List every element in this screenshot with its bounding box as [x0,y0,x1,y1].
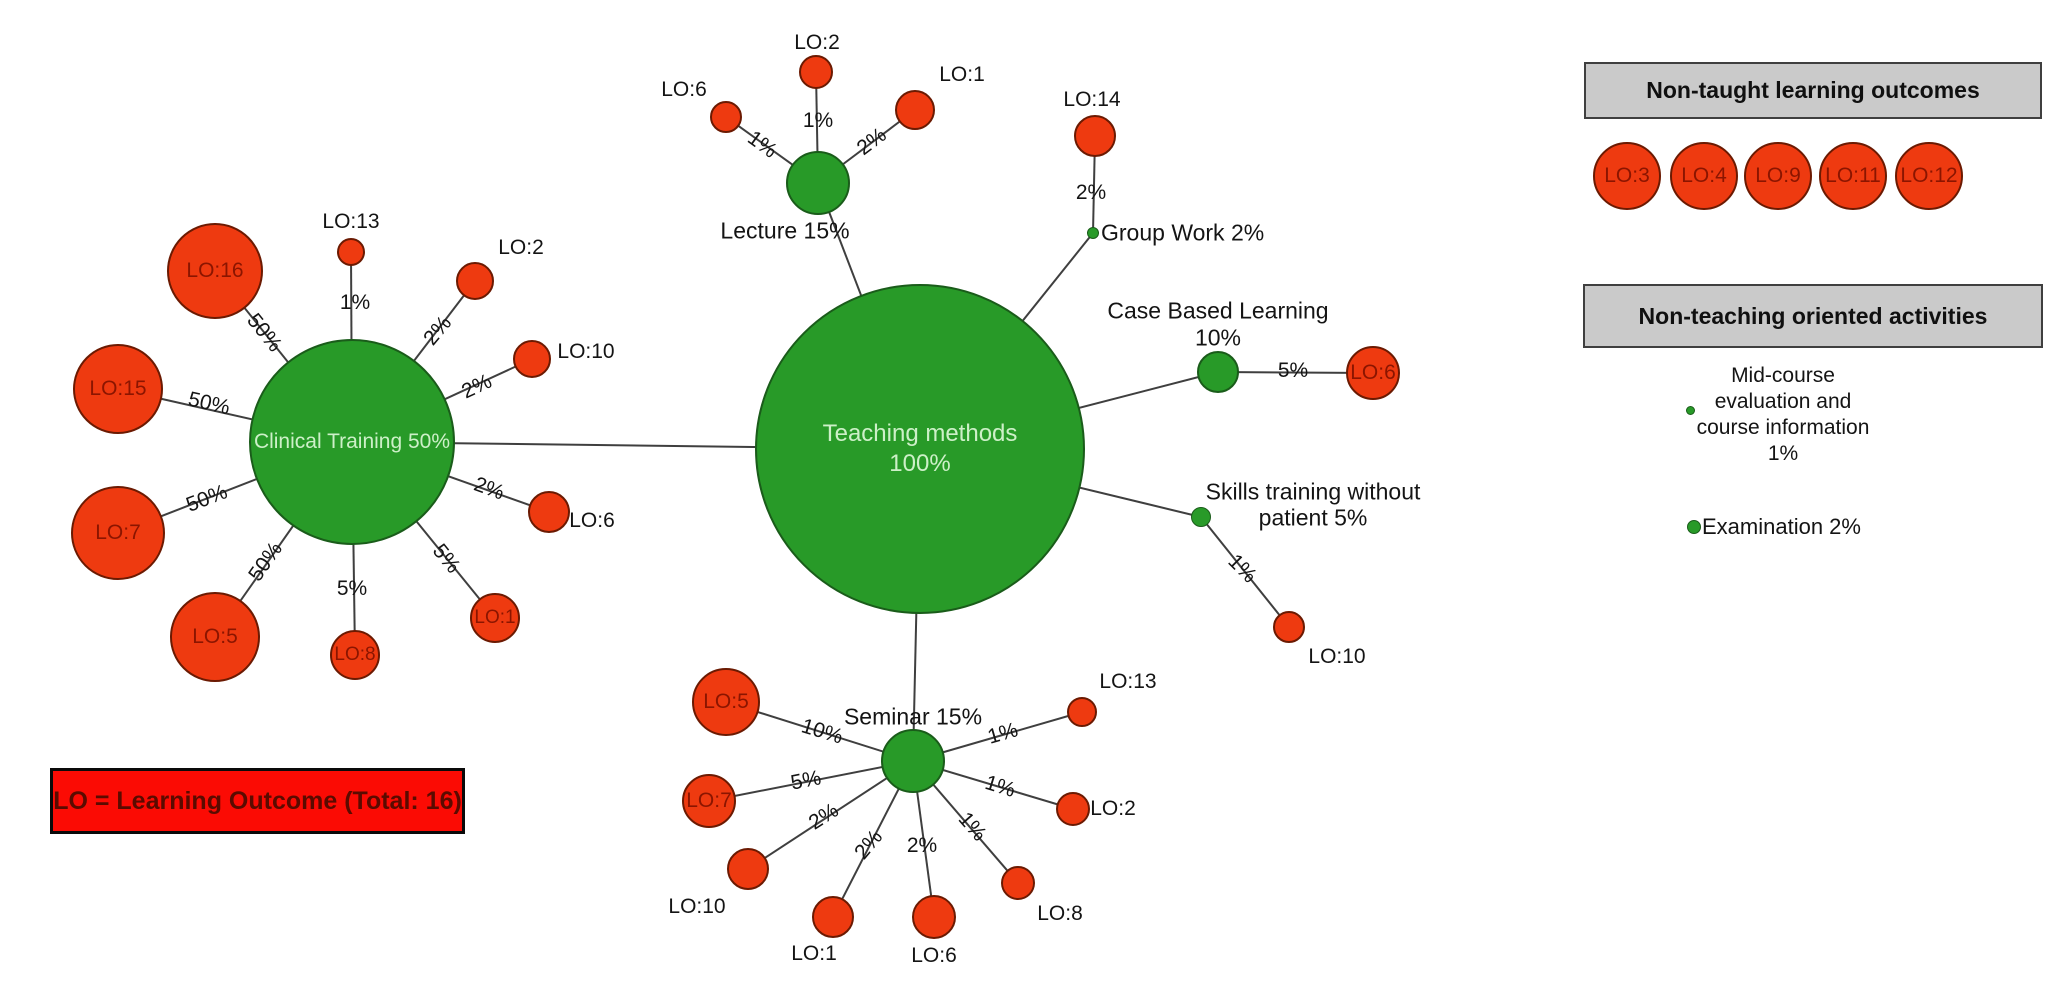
lo-label-seminar-lo6: LO:6 [911,944,957,967]
lo-id: LO:9 [1755,164,1801,187]
lo-label-seminar-lo1: LO:1 [791,942,837,965]
lo-id: LO:1 [474,607,516,628]
lo-label-seminar-lo8: LO:8 [1037,902,1083,925]
satellite-clinical-lo2 [456,262,494,300]
satellite-skills-lo10 [1273,611,1305,643]
node-teaching-methods: Teaching methods 100% [755,284,1085,614]
mid-course-dot [1686,406,1695,415]
non-taught-lo12: LO:12 [1895,142,1963,210]
lo-id: LO:15 [89,377,147,400]
satellite-seminar-lo8 [1001,866,1035,900]
satellite-clinical-lo16: LO:16 [167,223,263,319]
panel-header-non-taught: Non-taught learning outcomes [1584,62,2042,119]
legend-box: LO = Learning Outcome (Total: 16) [50,768,465,834]
non-taught-header-label: Non-taught learning outcomes [1646,77,1980,103]
lo-label-clinical-lo2: LO:2 [498,236,544,259]
satellite-seminar-lo5: LO:5 [692,668,760,736]
satellite-seminar-lo6 [912,895,956,939]
node-case-based-learning [1197,351,1239,393]
skills-training-label-line2: patient 5% [1258,504,1368,531]
satellite-clinical-lo13 [337,238,365,266]
pct-clinical-lo8: 5% [336,577,368,600]
satellite-clinical-lo7: LO:7 [71,486,165,580]
lo-label-lecture-lo1: LO:1 [939,63,985,86]
lo-label-clinical-lo6: LO:6 [569,509,615,532]
non-teaching-header-label: Non-teaching oriented activities [1638,302,1988,329]
lo-id: LO:5 [703,690,749,713]
case-based-learning-percent: 10% [1194,324,1242,351]
lo-label-seminar-lo10: LO:10 [668,895,726,918]
pct-seminar-lo6: 2% [906,834,938,857]
mid-course-line2: evaluation and [1714,390,1852,413]
lo-id: LO:5 [192,625,238,648]
node-clinical-training: Clinical Training 50% [249,339,455,545]
examination-dot [1687,520,1701,534]
lo-label-clinical-lo10: LO:10 [557,340,615,363]
satellite-clinical-lo10 [513,340,551,378]
satellite-groupwork-lo14 [1074,115,1116,157]
satellite-seminar-lo13 [1067,697,1097,727]
pct-groupwork-lo14: 2% [1075,181,1107,204]
satellite-clinical-lo8: LO:8 [330,630,380,680]
lo-id: LO:7 [95,521,141,544]
group-work-label: Group Work 2% [1101,219,1265,246]
non-taught-lo11: LO:11 [1819,142,1887,210]
satellite-clinical-lo6 [528,491,570,533]
node-skills-training-dot [1191,507,1211,527]
lo-id: LO:12 [1900,164,1958,187]
pct-clinical-lo13: 1% [339,291,371,314]
pct-lecture-lo2: 1% [802,109,834,132]
mid-course-line1: Mid-course [1731,364,1835,387]
lo-label-lecture-lo6: LO:6 [661,78,707,101]
skills-training-label-line1: Skills training without [1205,478,1421,505]
teaching-methods-label: Teaching methods [822,420,1018,447]
mid-course-line4: 1% [1767,442,1799,465]
satellite-seminar-lo7: LO:7 [682,774,736,828]
satellite-clinical-lo1: LO:1 [470,593,520,643]
satellite-seminar-lo2 [1056,792,1090,826]
seminar-label: Seminar 15% [843,703,983,730]
mid-course-line3: course information [1696,416,1870,439]
lo-id: LO:3 [1604,164,1650,187]
satellite-lecture-lo1 [895,90,935,130]
satellite-casebased-lo6: LO:6 [1346,346,1400,400]
lo-id: LO:11 [1825,164,1881,187]
lo-id: LO:7 [686,789,732,812]
lo-id: LO:4 [1681,164,1727,187]
satellite-seminar-lo1 [812,896,854,938]
lo-label-seminar-lo13: LO:13 [1099,670,1157,693]
lo-id: LO:16 [186,259,244,282]
node-group-work-dot [1087,227,1099,239]
satellite-clinical-lo5: LO:5 [170,592,260,682]
non-taught-lo9: LO:9 [1744,142,1812,210]
satellite-seminar-lo10 [727,848,769,890]
clinical-training-label: Clinical Training 50% [253,430,451,453]
lo-id: LO:6 [1350,361,1396,384]
examination-label: Examination 2% [1702,514,1861,539]
node-lecture [786,151,850,215]
mid-course-text: Mid-course evaluation and course informa… [1697,363,1870,467]
node-seminar [881,729,945,793]
legend-text: LO = Learning Outcome (Total: 16) [53,786,462,815]
non-taught-lo4: LO:4 [1670,142,1738,210]
satellite-clinical-lo15: LO:15 [73,344,163,434]
lo-id: LO:8 [334,644,376,665]
lo-label-skills-lo10: LO:10 [1308,645,1366,668]
panel-header-non-teaching: Non-teaching oriented activities [1583,284,2043,348]
pct-casebased-lo6: 5% [1277,359,1309,382]
satellite-lecture-lo6 [710,101,742,133]
satellite-lecture-lo2 [799,55,833,89]
lo-label-clinical-lo13: LO:13 [322,210,380,233]
non-taught-lo3: LO:3 [1593,142,1661,210]
teaching-methods-percent: 100% [889,450,951,477]
lo-label-lecture-lo2: LO:2 [794,31,840,54]
case-based-learning-label: Case Based Learning [1107,297,1329,324]
lecture-label: Lecture 15% [720,217,850,244]
lo-label-seminar-lo2: LO:2 [1090,797,1136,820]
lo-label-groupwork-lo14: LO:14 [1063,88,1121,111]
